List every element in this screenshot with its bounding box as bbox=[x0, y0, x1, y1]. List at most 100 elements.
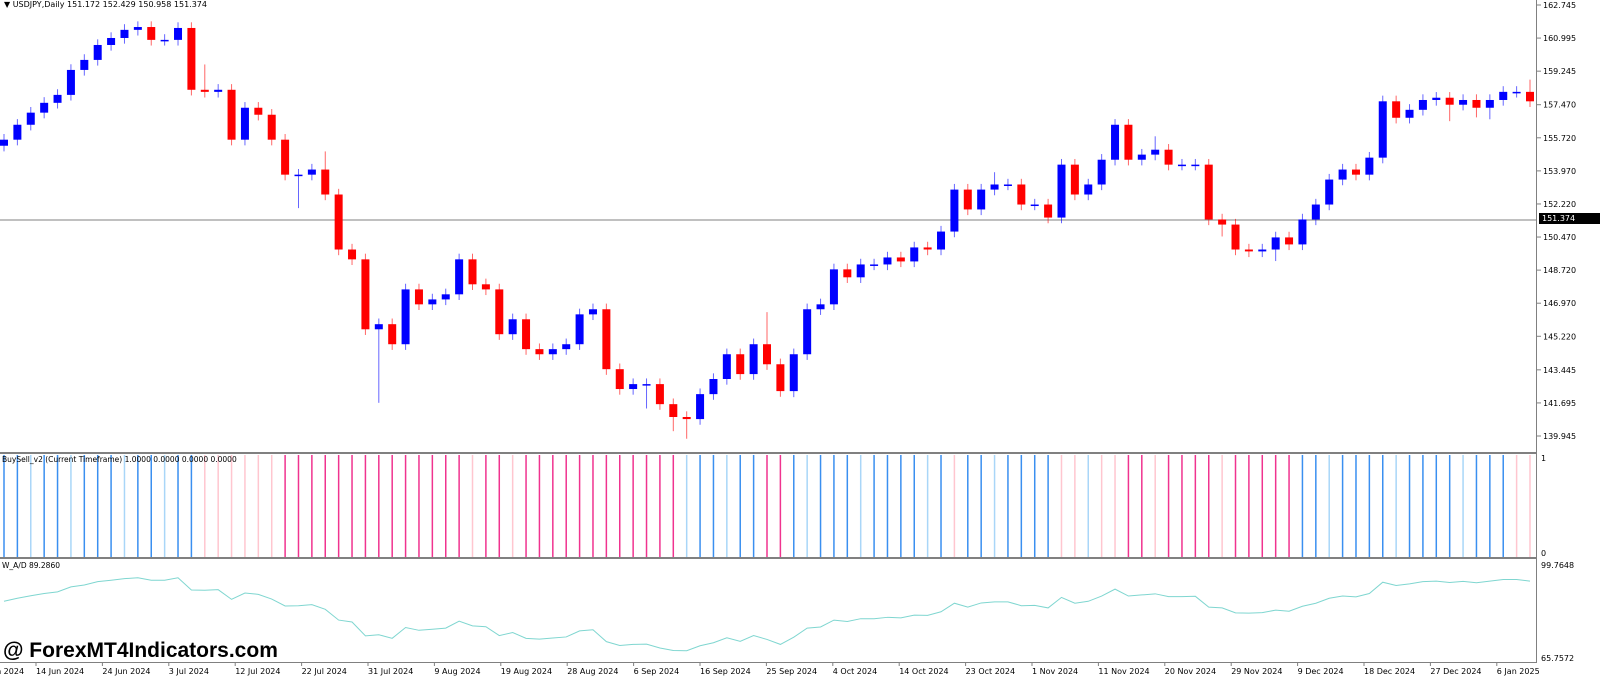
candle bbox=[321, 151, 330, 201]
candle-body bbox=[883, 257, 892, 265]
candle-body bbox=[696, 394, 705, 420]
candle-body bbox=[1472, 99, 1481, 108]
candle bbox=[455, 253, 464, 300]
candle-body bbox=[1003, 184, 1012, 186]
candle-body bbox=[896, 257, 905, 262]
candle bbox=[254, 102, 263, 121]
candle bbox=[990, 172, 999, 196]
candle-body bbox=[240, 107, 249, 140]
price-axis-labels: 162.745 160.995 159.245 157.470 155.720 153.9… bbox=[1537, 1, 1576, 663]
ohlc-values: 151.172 152.429 150.958 151.374 bbox=[67, 0, 207, 9]
candle bbox=[334, 188, 343, 256]
candle bbox=[481, 278, 490, 296]
candle bbox=[93, 39, 102, 66]
candle bbox=[575, 308, 584, 350]
candle bbox=[40, 97, 49, 119]
candle-body bbox=[187, 27, 196, 90]
candle bbox=[1124, 119, 1133, 166]
price-tick-label: 143.445 bbox=[1543, 366, 1576, 375]
candle-body bbox=[1084, 184, 1093, 195]
candle-body bbox=[1432, 97, 1441, 100]
price-tick-label: 146.970 bbox=[1543, 299, 1576, 308]
candle-body bbox=[602, 309, 611, 370]
symbol-label: USDJPY,Daily bbox=[12, 0, 65, 9]
date-tick-label: 25 Sep 2024 bbox=[766, 667, 817, 676]
candle-body bbox=[374, 324, 383, 330]
candle-body bbox=[13, 124, 22, 140]
candle bbox=[1030, 198, 1039, 211]
candle bbox=[1017, 178, 1026, 211]
candle bbox=[66, 64, 75, 101]
candle-body bbox=[535, 349, 544, 355]
candle bbox=[147, 21, 156, 46]
indicator-tick-label: 65.7572 bbox=[1541, 654, 1574, 663]
candle bbox=[763, 312, 771, 370]
candle bbox=[937, 225, 946, 256]
collapse-triangle-icon[interactable]: ▼ bbox=[4, 0, 11, 9]
candle-body bbox=[1164, 149, 1173, 165]
candle bbox=[468, 253, 477, 290]
candle bbox=[709, 373, 718, 400]
price-tick-label: 152.220 bbox=[1543, 200, 1576, 209]
candle bbox=[1070, 158, 1079, 201]
buysell-histogram bbox=[3, 455, 1531, 557]
candle bbox=[883, 251, 892, 271]
candle bbox=[1418, 94, 1427, 116]
candle bbox=[1151, 136, 1160, 161]
candle bbox=[1164, 144, 1173, 171]
candle-body bbox=[1378, 101, 1387, 158]
candle bbox=[1003, 178, 1012, 191]
date-tick-label: 6 Jan 2025 bbox=[1497, 667, 1540, 676]
candle-body bbox=[26, 112, 35, 125]
candle-body bbox=[1271, 237, 1280, 250]
candle-body bbox=[281, 139, 290, 175]
candle-body bbox=[1244, 249, 1253, 252]
wad-line bbox=[3, 577, 1531, 652]
candle bbox=[1459, 94, 1468, 111]
candle-body bbox=[1338, 169, 1347, 180]
candle-body bbox=[1030, 204, 1039, 207]
candle-body bbox=[120, 29, 129, 38]
candle-body bbox=[1512, 91, 1521, 94]
candle-body bbox=[348, 249, 357, 260]
candle-body bbox=[548, 349, 557, 355]
date-tick-label: 3 Jul 2024 bbox=[169, 667, 209, 676]
candle bbox=[200, 64, 209, 98]
candle-body bbox=[843, 269, 852, 278]
candle-body bbox=[0, 139, 8, 146]
candle-body bbox=[1044, 204, 1053, 218]
candle bbox=[803, 303, 812, 360]
candle bbox=[722, 348, 731, 385]
candle-body bbox=[214, 89, 223, 92]
candle-body bbox=[1298, 219, 1307, 245]
candle bbox=[669, 398, 678, 432]
candle bbox=[535, 343, 544, 360]
candle bbox=[495, 283, 504, 340]
candle bbox=[843, 263, 852, 283]
candle bbox=[1084, 178, 1093, 201]
price-tick-label: 157.470 bbox=[1543, 101, 1576, 110]
candle-body bbox=[1459, 99, 1468, 105]
candle-body bbox=[950, 189, 959, 232]
candle bbox=[1325, 173, 1334, 211]
candle-body bbox=[1057, 164, 1066, 218]
price-tick-label: 150.470 bbox=[1543, 233, 1576, 242]
date-tick-label: 11 Nov 2024 bbox=[1098, 667, 1149, 676]
candle-body bbox=[53, 94, 62, 103]
candle bbox=[401, 283, 410, 350]
candle-body bbox=[1325, 179, 1334, 205]
candle-body bbox=[736, 354, 745, 375]
candle bbox=[133, 21, 142, 36]
candle-body bbox=[455, 259, 464, 295]
candle bbox=[696, 388, 705, 425]
candle bbox=[174, 22, 183, 46]
candle-body bbox=[977, 189, 986, 210]
candle bbox=[1338, 163, 1347, 186]
candle bbox=[1499, 86, 1508, 106]
candle bbox=[923, 241, 932, 256]
candle-body bbox=[160, 39, 169, 42]
candle-body bbox=[856, 264, 865, 278]
candle bbox=[13, 119, 22, 146]
candle bbox=[348, 243, 357, 266]
candle bbox=[950, 183, 959, 238]
